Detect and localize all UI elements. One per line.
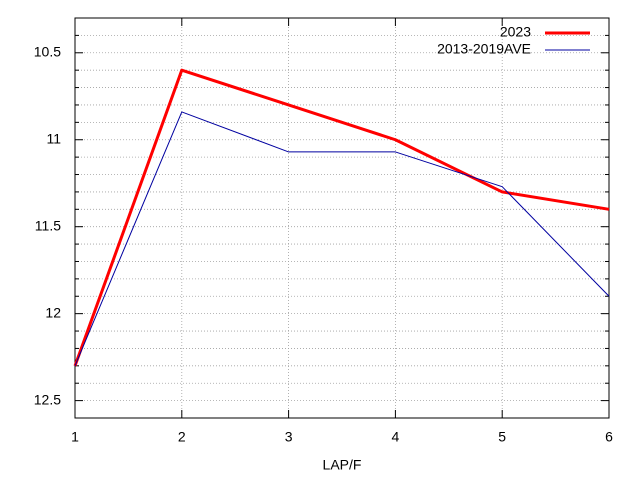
y-tick-label: 11 [46, 130, 61, 146]
x-tick-label: 6 [605, 429, 613, 445]
x-tick-label: 3 [285, 429, 293, 445]
y-tick-label: 12.5 [34, 391, 61, 407]
x-tick-label: 5 [498, 429, 506, 445]
x-tick-label: 1 [71, 429, 79, 445]
legend-label: 2023 [500, 24, 531, 40]
x-tick-label: 4 [392, 429, 400, 445]
legend-label: 2013-2019AVE [437, 41, 531, 57]
x-tick-label: 2 [178, 429, 186, 445]
series-line [73, 68, 610, 367]
y-tick-label: 10.5 [34, 43, 61, 59]
y-tick-label: 12 [45, 304, 61, 320]
plot-frame [74, 17, 610, 419]
series-line [74, 111, 610, 367]
x-axis-label: LAP/F [323, 457, 362, 473]
y-tick-label: 11.5 [35, 217, 61, 233]
